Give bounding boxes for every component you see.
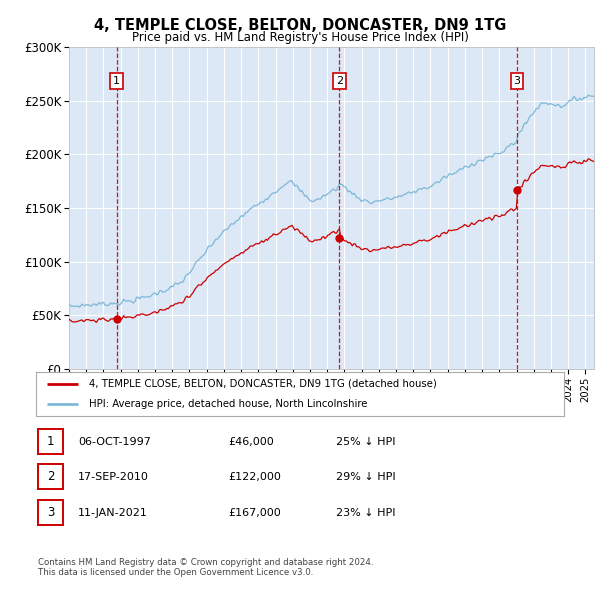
Text: £167,000: £167,000: [228, 508, 281, 517]
Text: 4, TEMPLE CLOSE, BELTON, DONCASTER, DN9 1TG: 4, TEMPLE CLOSE, BELTON, DONCASTER, DN9 …: [94, 18, 506, 34]
Text: 11-JAN-2021: 11-JAN-2021: [78, 508, 148, 517]
Text: 1: 1: [113, 76, 120, 86]
Text: HPI: Average price, detached house, North Lincolnshire: HPI: Average price, detached house, Nort…: [89, 399, 367, 409]
Text: 2: 2: [336, 76, 343, 86]
Text: 29% ↓ HPI: 29% ↓ HPI: [336, 473, 395, 482]
Text: 4, TEMPLE CLOSE, BELTON, DONCASTER, DN9 1TG (detached house): 4, TEMPLE CLOSE, BELTON, DONCASTER, DN9 …: [89, 379, 437, 389]
Text: Price paid vs. HM Land Registry's House Price Index (HPI): Price paid vs. HM Land Registry's House …: [131, 31, 469, 44]
Text: 1: 1: [47, 435, 54, 448]
Text: 3: 3: [514, 76, 521, 86]
Text: 17-SEP-2010: 17-SEP-2010: [78, 473, 149, 482]
Text: £46,000: £46,000: [228, 437, 274, 447]
Text: 23% ↓ HPI: 23% ↓ HPI: [336, 508, 395, 517]
Text: £122,000: £122,000: [228, 473, 281, 482]
Text: Contains HM Land Registry data © Crown copyright and database right 2024.
This d: Contains HM Land Registry data © Crown c…: [38, 558, 373, 577]
Text: 06-OCT-1997: 06-OCT-1997: [78, 437, 151, 447]
Text: 2: 2: [47, 470, 54, 483]
Text: 25% ↓ HPI: 25% ↓ HPI: [336, 437, 395, 447]
Text: 3: 3: [47, 506, 54, 519]
